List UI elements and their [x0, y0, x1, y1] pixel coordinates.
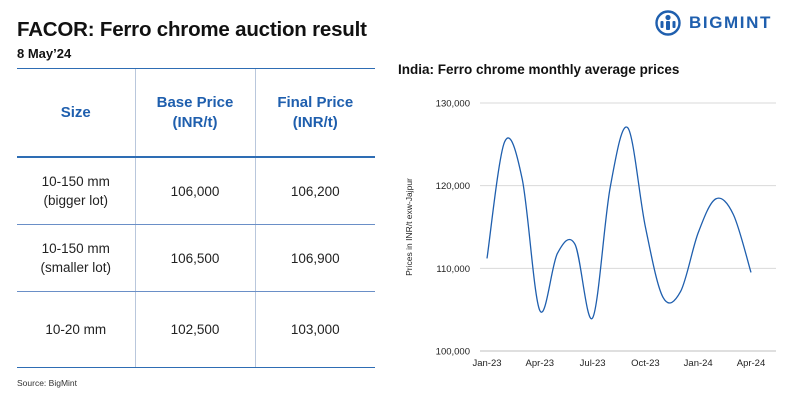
data-point: [750, 271, 752, 273]
table-header-row: Size Base Price (INR/t) Final Price (INR…: [17, 68, 375, 158]
data-point: [679, 290, 681, 292]
base-price-cell: 102,500: [134, 291, 255, 368]
base-price-cell: 106,500: [134, 224, 255, 292]
price-line-chart: 100,000 110,000 120,000 130,000 Jan-23 Apr-23…: [404, 99, 776, 369]
price-series-line: [486, 126, 752, 320]
page-title: FACOR: Ferro chrome auction result: [17, 18, 367, 41]
x-tick-label: Jan-24: [684, 358, 713, 369]
data-point: [539, 309, 541, 311]
size-cell: 10-150 mm (bigger lot): [17, 157, 135, 225]
auction-table: Size Base Price (INR/t) Final Price (INR…: [17, 68, 375, 368]
data-point: [627, 127, 629, 129]
data-point: [503, 141, 505, 143]
column-header-size: Size: [17, 68, 135, 158]
table-row: 10-150 mm (smaller lot) 106,500 106,900: [17, 224, 375, 292]
data-point: [662, 296, 664, 298]
final-price-cell: 106,200: [254, 157, 375, 225]
x-tick-label: Oct-23: [631, 358, 660, 369]
x-tick-label: Jan-23: [472, 358, 501, 369]
y-tick-label: 110,000: [436, 264, 470, 275]
final-price-cell: 103,000: [254, 291, 375, 368]
x-tick-label: Jul-23: [580, 358, 606, 369]
logo-text: BIGMINT: [689, 13, 772, 32]
table-row: 10-20 mm 102,500 103,000: [17, 291, 375, 368]
chart-title: India: Ferro chrome monthly average pric…: [398, 62, 680, 77]
data-point: [574, 243, 576, 245]
source-note: Source: BigMint: [17, 378, 77, 388]
data-point: [732, 213, 734, 215]
size-cell: 10-150 mm (smaller lot): [17, 224, 135, 292]
y-tick-label: 130,000: [436, 99, 470, 110]
data-point: [715, 198, 717, 200]
x-tick-label: Apr-23: [526, 358, 555, 369]
data-point: [609, 186, 611, 188]
x-tick-label: Apr-24: [737, 358, 766, 369]
data-point: [486, 257, 488, 259]
brand-logo: BIGMINT: [655, 10, 772, 36]
final-price-cell: 106,900: [254, 224, 375, 292]
size-cell: 10-20 mm: [17, 291, 135, 368]
data-point: [644, 226, 646, 228]
column-header-final-price: Final Price (INR/t): [254, 68, 375, 158]
table-row: 10-150 mm (bigger lot) 106,000 106,200: [17, 157, 375, 225]
data-point: [591, 317, 593, 319]
base-price-cell: 106,000: [134, 157, 255, 225]
data-point: [697, 232, 699, 234]
auction-date: 8 May’24: [17, 46, 72, 61]
data-point: [556, 252, 558, 254]
y-tick-label: 100,000: [436, 347, 470, 358]
y-tick-label: 120,000: [436, 181, 470, 192]
data-point: [521, 178, 523, 180]
column-header-base-price: Base Price (INR/t): [134, 68, 255, 158]
bigmint-globe-icon: [655, 10, 681, 36]
y-axis-title: Prices in INR/t exw-Jajpur: [404, 178, 414, 276]
